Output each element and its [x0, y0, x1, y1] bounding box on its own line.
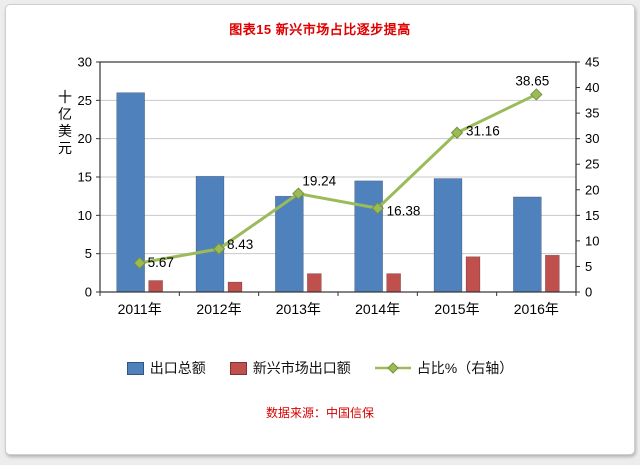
- bar-emerging-exports: [465, 256, 481, 293]
- right-axis-label: 0: [585, 285, 592, 300]
- x-axis-label: 2012年: [196, 301, 241, 317]
- point-label: 19.24: [302, 174, 336, 189]
- bar-total-exports: [116, 92, 145, 293]
- chart-card: 图表15 新兴市场占比逐步提高 0 5 10 15 20 25 30 0 5 10 15 20 25 30…: [5, 4, 635, 455]
- x-axis-label: 2013年: [276, 301, 321, 317]
- diamond-marker: [450, 126, 464, 139]
- right-axis-label: 45: [585, 55, 599, 70]
- left-axis-title: 十亿美元: [58, 89, 72, 156]
- point-label: 5.67: [148, 255, 174, 270]
- diamond-marker: [212, 242, 226, 256]
- left-axis-label: 0: [85, 285, 92, 300]
- ratio-line: [139, 93, 537, 265]
- diamond-marker: [371, 202, 384, 215]
- left-axis-label: 20: [78, 131, 92, 146]
- right-axis-label: 20: [585, 182, 599, 197]
- left-axis-label: 25: [78, 93, 92, 108]
- x-axis-label: 2015年: [434, 301, 479, 317]
- diamond-marker: [133, 256, 146, 270]
- chart-svg: 0 5 10 15 20 25 30 0 5 10 15 20 25 30 35 40 45 2011年 2012年…: [58, 55, 599, 318]
- bar-emerging-exports: [386, 273, 401, 293]
- diamond-marker: [530, 88, 543, 101]
- chart-legend: 出口总额 新兴市场出口额 占比%（右轴）: [6, 358, 634, 378]
- legend-line-marker: [374, 362, 411, 374]
- x-axis-label: 2016年: [514, 301, 559, 317]
- data-source: 数据来源：中国信保: [265, 406, 374, 420]
- bar-total-exports: [354, 180, 383, 293]
- left-axis-label: 10: [78, 208, 92, 223]
- x-axis-label: 2011年: [118, 301, 162, 317]
- bar-total-exports: [433, 178, 463, 293]
- chart-title: 图表15 新兴市场占比逐步提高: [229, 22, 411, 37]
- legend-label: 新兴市场出口额: [252, 360, 351, 376]
- right-axis-label: 35: [585, 106, 599, 121]
- plot-border: [99, 61, 577, 293]
- bar-emerging-exports: [148, 280, 163, 293]
- bar-total-exports: [513, 196, 542, 293]
- legend-item: 新兴市场出口额: [229, 358, 351, 378]
- legend-label: 出口总额: [149, 360, 206, 376]
- left-axis-label: 15: [78, 170, 92, 185]
- legend-label: 占比%（右轴）: [416, 360, 514, 376]
- bar-emerging-exports: [307, 273, 322, 293]
- bar-total-exports: [195, 175, 225, 293]
- point-label: 31.16: [466, 124, 500, 139]
- left-axis-label: 5: [85, 246, 92, 261]
- x-axis-label: 2014年: [355, 301, 400, 317]
- point-label: 38.65: [515, 73, 549, 88]
- right-axis-label: 25: [585, 157, 599, 172]
- point-label: 8.43: [227, 237, 253, 252]
- right-axis-label: 10: [585, 233, 599, 248]
- right-axis-label: 30: [585, 131, 599, 146]
- bar-emerging-exports: [545, 254, 560, 293]
- chart-area: 0 5 10 15 20 25 30 0 5 10 15 20 25 30 35 40 45 2011年 2012年…: [20, 48, 620, 330]
- right-axis-label: 40: [585, 80, 599, 95]
- legend-item: 出口总额: [126, 358, 206, 378]
- right-axis-label: 15: [585, 208, 599, 223]
- bar-emerging-exports: [227, 281, 243, 293]
- legend-swatch: [229, 361, 247, 375]
- point-label: 16.38: [387, 203, 421, 218]
- legend-swatch: [126, 361, 144, 375]
- right-axis-label: 5: [585, 259, 592, 274]
- left-axis-label: 30: [78, 55, 92, 70]
- bar-total-exports: [275, 195, 304, 293]
- legend-item: 占比%（右轴）: [374, 358, 514, 378]
- diamond-marker: [292, 187, 305, 200]
